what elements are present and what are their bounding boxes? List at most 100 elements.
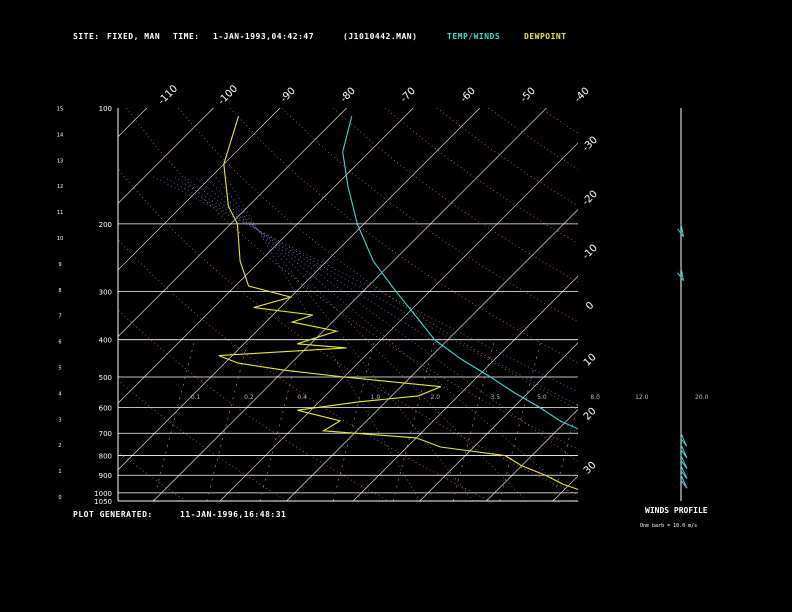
height-tick-label: 7	[58, 314, 61, 320]
wind-barb-flag	[680, 437, 688, 447]
isotherm-line	[419, 342, 578, 501]
dry-adiabat	[118, 239, 490, 501]
isotherm-line	[118, 108, 281, 271]
height-tick-label: 2	[58, 443, 61, 449]
height-tick-label: 12	[57, 184, 63, 190]
dewpoint-profile-line	[218, 116, 578, 491]
isotherm-line	[118, 108, 481, 471]
file-name: (J1010442.MAN)	[343, 32, 418, 41]
mixing-ratio-label: 0.4	[297, 394, 307, 401]
plot-generated-label: PLOT GENERATED:	[73, 510, 153, 519]
isotherm-right-label: 30	[582, 460, 599, 477]
mixing-ratio-line	[392, 339, 435, 501]
isotherm-top-label: -80	[339, 86, 358, 105]
wind-barb	[680, 444, 688, 458]
height-tick-label: 1	[58, 469, 61, 475]
pressure-tick-label: 300	[99, 289, 112, 297]
dry-adiabat	[118, 167, 578, 496]
dry-adiabat	[177, 108, 578, 406]
mixing-ratio-label: 3.5	[490, 394, 500, 401]
isotherm-line	[352, 275, 578, 501]
isotherm-right-label: 20	[582, 406, 599, 423]
height-tick-label: 3	[58, 417, 61, 423]
wind-barb	[680, 475, 688, 489]
height-tick-label: 11	[57, 210, 63, 216]
site-value: FIXED, MAN	[107, 32, 161, 41]
isotherm-line	[219, 142, 578, 501]
isotherm-line	[0, 108, 80, 501]
site-label: SITE:	[73, 32, 100, 41]
isotherm-top-label: -60	[459, 86, 478, 105]
time-value: 1-JAN-1993,04:42:47	[213, 32, 315, 41]
isotherm-top-label: -100	[216, 83, 240, 107]
isotherm-top-label: -40	[573, 86, 592, 105]
dry-adiabat	[0, 108, 85, 501]
isotherm-line	[286, 209, 578, 501]
isotherm-line	[118, 108, 414, 404]
wind-barb-flag	[677, 272, 684, 282]
dry-adiabat	[118, 379, 288, 501]
dry-adiabat	[695, 108, 792, 501]
wind-barb-flag	[677, 228, 684, 238]
isotherm-line	[153, 108, 547, 501]
moist-adiabat	[203, 175, 527, 501]
pressure-tick-label: 400	[99, 337, 112, 345]
mixing-ratio-label: 1.0	[371, 394, 381, 401]
isotherm-top-label: -50	[519, 86, 538, 105]
mixing-ratio-label: 8.0	[590, 394, 600, 401]
moist-adiabat	[214, 175, 474, 501]
pressure-tick-label: 1050	[94, 498, 112, 506]
height-tick-label: 8	[58, 288, 61, 294]
isotherm-line	[620, 108, 792, 501]
moist-adiabat	[193, 175, 578, 501]
mixing-ratio-label: 2.0	[431, 394, 441, 401]
mixing-ratio-label: 0.1	[191, 394, 201, 401]
isotherm-top-label: -90	[279, 86, 298, 105]
height-tick-label: 15	[57, 107, 63, 113]
dry-adiabat	[126, 108, 578, 450]
mixing-ratio-label: 20.0	[695, 394, 709, 401]
height-tick-label: 13	[57, 158, 63, 164]
dry-adiabat	[118, 451, 186, 501]
isotherm-top-label: -110	[156, 83, 180, 107]
height-tick-label: 10	[57, 236, 63, 242]
dry-adiabat	[644, 108, 792, 501]
height-tick-label: 9	[58, 262, 61, 268]
isotherm-line	[118, 108, 148, 138]
pressure-tick-label: 600	[99, 404, 112, 412]
isotherm-right-label: 10	[582, 352, 599, 369]
mixing-ratio-line	[499, 339, 542, 501]
isotherm-line	[118, 108, 214, 204]
moist-adiabat	[161, 175, 578, 411]
dry-adiabat	[229, 108, 578, 364]
dry-adiabat	[436, 108, 578, 207]
plot-generated-value: 11-JAN-1996,16:48:31	[180, 510, 287, 519]
pressure-tick-label: 800	[99, 453, 112, 461]
wind-barb-flag	[680, 460, 688, 469]
mixing-ratio-label: 12.0	[635, 394, 649, 401]
dry-adiabat	[592, 108, 792, 501]
height-tick-label: 4	[58, 391, 61, 397]
wind-barb	[680, 433, 688, 447]
mixing-ratio-line	[153, 339, 196, 501]
isotherm-line	[0, 108, 14, 501]
isotherm-right-label: 0	[584, 300, 596, 312]
height-tick-label: 6	[58, 340, 61, 346]
wind-barb	[680, 267, 685, 281]
mixing-ratio-line	[600, 340, 641, 501]
wind-barb-flag	[680, 449, 688, 459]
height-tick-label: 0	[58, 495, 61, 501]
wind-barb-flag	[680, 479, 688, 489]
temperature-profile-line	[342, 116, 578, 430]
legend-temp-winds: TEMP/WINDS	[447, 32, 501, 41]
wind-barb	[680, 223, 685, 237]
legend-dewpoint: DEWPOINT	[524, 32, 567, 41]
moist-adiabat	[150, 175, 578, 393]
isotherm-right-label: -30	[581, 135, 600, 154]
isotherm-line	[486, 408, 578, 501]
mixing-ratio-line	[452, 339, 495, 501]
pressure-tick-label: 200	[99, 221, 112, 229]
dry-adiabat	[488, 108, 578, 170]
height-tick-label: 14	[57, 132, 63, 138]
isotherm-right-label: -10	[581, 243, 600, 262]
